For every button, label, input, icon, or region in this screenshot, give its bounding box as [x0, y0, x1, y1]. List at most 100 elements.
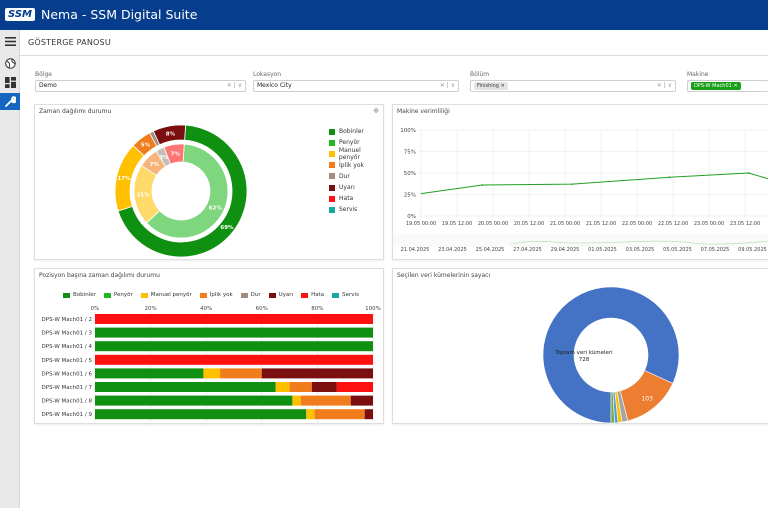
- donut-slice[interactable]: [145, 143, 229, 239]
- bar-segment[interactable]: [95, 395, 293, 406]
- chevron-down-icon[interactable]: ∨: [450, 82, 455, 89]
- legend-item[interactable]: Dur: [329, 171, 383, 182]
- bar-segment[interactable]: [95, 368, 204, 379]
- bar-segment[interactable]: [203, 368, 221, 379]
- x-tick-label: 100%: [365, 306, 381, 312]
- time-distribution-chart: 69% 17% 5% 8% 62% 21% 7%3%7%: [114, 124, 248, 258]
- x-tick-label: 19.05 12:00: [442, 221, 472, 227]
- navigator-tick-label: 21.04.2025: [401, 247, 430, 253]
- y-tick-label: 25%: [404, 193, 416, 199]
- legend-item[interactable]: Penyör: [329, 137, 383, 148]
- bar-segment[interactable]: [95, 314, 373, 324]
- bar-segment[interactable]: [95, 327, 373, 338]
- clear-icon[interactable]: ✕: [439, 82, 445, 89]
- machine-chip[interactable]: DPS-W Mach01 ✕: [691, 82, 741, 90]
- center-title: Toplam veri kümeleri: [554, 350, 613, 356]
- menu-icon[interactable]: [0, 33, 20, 50]
- legend-label: Manuel penyör: [150, 292, 192, 298]
- legend-label: Bobinler: [73, 292, 96, 298]
- legend-label: Uyarı: [278, 292, 294, 298]
- bar-segment[interactable]: [220, 368, 262, 379]
- category-label: DPS-W Mach01 / 5: [42, 358, 93, 364]
- section-chip[interactable]: Finishing ✕: [474, 82, 508, 90]
- bar-segment[interactable]: [306, 409, 315, 420]
- title-bar: SSM Nema - SSM Digital Suite: [0, 0, 768, 30]
- bar-segment[interactable]: [364, 409, 373, 420]
- location-select[interactable]: Mexico City ✕ | ∨: [253, 80, 459, 92]
- legend-item[interactable]: Hata: [301, 292, 324, 298]
- legend-item[interactable]: Servis: [329, 204, 383, 215]
- bar-segment[interactable]: [311, 382, 337, 392]
- legend-swatch: [199, 292, 207, 298]
- chip-remove-icon[interactable]: ✕: [500, 83, 505, 89]
- clear-icon[interactable]: ✕: [226, 82, 232, 89]
- chevron-down-icon[interactable]: ∨: [667, 82, 672, 89]
- donut-slice[interactable]: [163, 143, 185, 165]
- bar-segment[interactable]: [275, 382, 290, 392]
- bar-segment[interactable]: [95, 341, 373, 352]
- bar-segment[interactable]: [336, 382, 373, 392]
- move-icon[interactable]: ✥: [373, 107, 379, 115]
- donut-slice[interactable]: [117, 124, 248, 258]
- legend-item[interactable]: İplik yok: [199, 292, 233, 298]
- wrench-icon[interactable]: [0, 93, 20, 110]
- y-tick-label: 75%: [404, 150, 416, 156]
- bar-segment[interactable]: [261, 368, 373, 379]
- legend-item[interactable]: Uyarı: [329, 182, 383, 193]
- legend-item[interactable]: Manuel penyör: [329, 146, 383, 161]
- navigator-tick-label: 09.05.2025: [738, 247, 767, 253]
- bar-segment[interactable]: [95, 354, 373, 365]
- y-tick-label: 0%: [407, 214, 416, 220]
- legend-swatch: [329, 162, 335, 169]
- data-point[interactable]: [747, 172, 750, 174]
- x-tick-label: 60%: [256, 306, 268, 312]
- navigator-tick-label: 27.04.2025: [513, 247, 542, 253]
- chip-remove-icon[interactable]: ✕: [733, 83, 738, 89]
- bar-segment[interactable]: [292, 395, 301, 406]
- efficiency-line[interactable]: [420, 172, 768, 195]
- bar-segment[interactable]: [95, 409, 307, 420]
- data-point[interactable]: [571, 183, 574, 186]
- legend-item[interactable]: Bobinler: [329, 126, 383, 137]
- position-distribution-chart: 0% 20% 40% 60% 80% 100% DPS-W Mach01 / 2 DPS-W …: [42, 306, 381, 425]
- location-value: Mexico City: [257, 82, 292, 89]
- machine-select[interactable]: DPS-W Mach01 ✕: [687, 80, 768, 92]
- dashboard-icon[interactable]: [0, 74, 20, 91]
- legend-item[interactable]: Uyarı: [268, 292, 294, 298]
- legend-label: Manuel penyör: [338, 146, 361, 161]
- navigator-bar[interactable]: [393, 233, 768, 247]
- section-select[interactable]: Finishing ✕ ✕ | ∨: [470, 80, 676, 92]
- legend-item[interactable]: Dur: [240, 292, 261, 298]
- category-label: DPS-W Mach01 / 8: [42, 399, 93, 405]
- clear-icon[interactable]: ✕: [656, 82, 662, 89]
- category-label: DPS-W Mach01 / 3: [42, 331, 93, 337]
- donut-slice[interactable]: [152, 124, 187, 146]
- bar-segment[interactable]: [300, 395, 351, 406]
- category-label: DPS-W Mach01 / 2: [42, 317, 92, 323]
- donut-slice[interactable]: [542, 286, 680, 424]
- chevron-down-icon[interactable]: ∨: [237, 82, 242, 89]
- donut-label: 69%: [220, 225, 234, 231]
- bar-segment[interactable]: [350, 395, 373, 406]
- donut-slice[interactable]: [610, 391, 615, 424]
- data-point[interactable]: [481, 184, 484, 186]
- bar-segment[interactable]: [289, 382, 312, 392]
- globe-icon[interactable]: [0, 55, 20, 72]
- x-tick-label: 20.05 00:00: [478, 221, 508, 227]
- panel-title: Zaman dağılımı durumu: [39, 108, 112, 115]
- legend-item[interactable]: Manuel penyör: [140, 292, 192, 298]
- legend-item[interactable]: İplik yok: [329, 160, 383, 171]
- legend-item[interactable]: Hata: [329, 193, 383, 204]
- x-tick-label: 0%: [91, 306, 100, 312]
- bar-segment[interactable]: [314, 409, 365, 420]
- navigator-tick-label: 03.05.2025: [626, 247, 655, 253]
- region-select[interactable]: Demo ✕ | ∨: [35, 80, 246, 92]
- legend-item[interactable]: Servis: [332, 292, 359, 298]
- x-tick-label: 21.05 00:00: [550, 221, 580, 227]
- legend-item[interactable]: Bobinler: [63, 292, 96, 298]
- navigator-tick-label: 25.04.2025: [476, 247, 505, 253]
- data-point[interactable]: [668, 176, 671, 179]
- legend-item[interactable]: Penyör: [103, 292, 133, 298]
- bar-segment[interactable]: [95, 382, 276, 392]
- legend-label: Dur: [250, 292, 261, 298]
